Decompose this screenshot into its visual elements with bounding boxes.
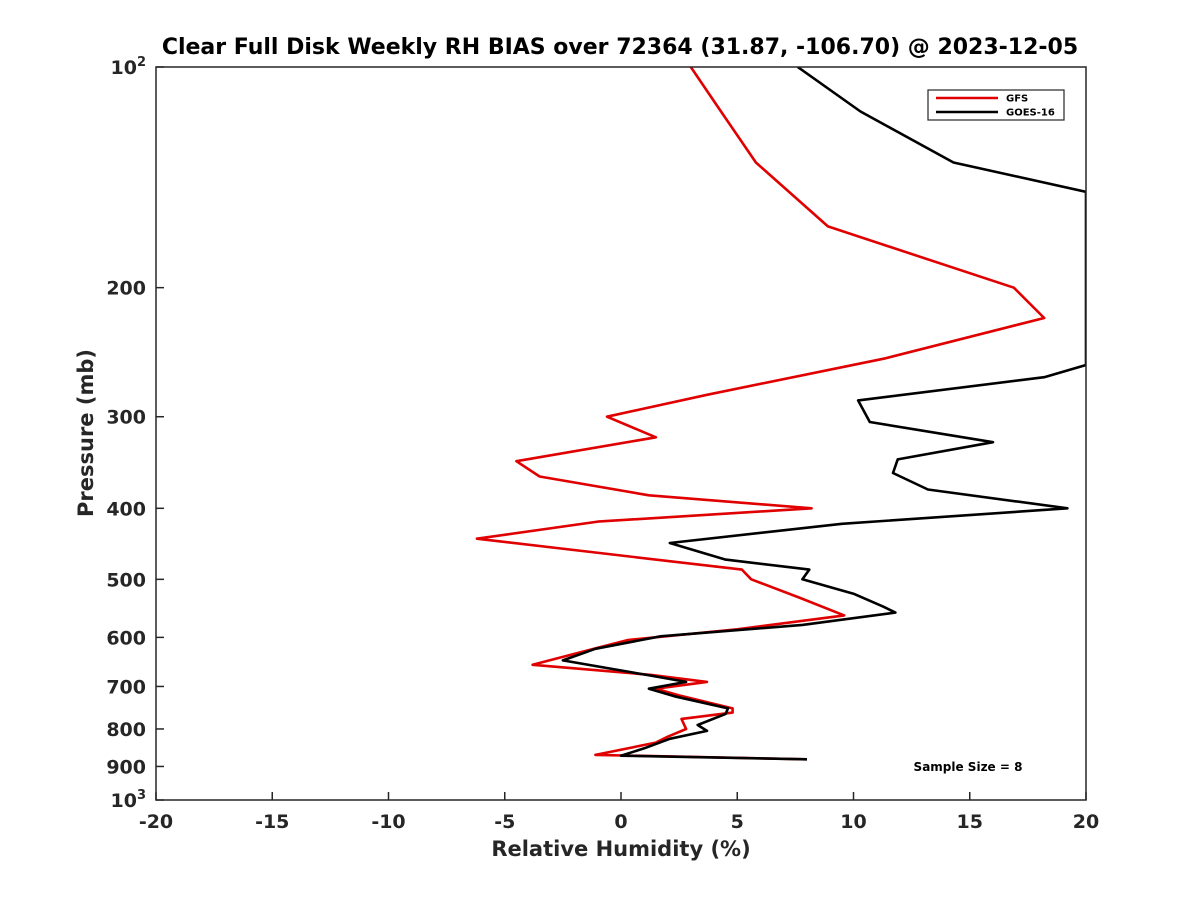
series-layer: [475, 67, 1086, 761]
x-tick-label: -10: [371, 811, 405, 833]
legend: GFS GOES-16: [927, 89, 1065, 121]
x-axis-ticks: -20 -15 -10 -5 0 5 10 15 20: [139, 792, 1099, 833]
y-tick-label: 500: [106, 569, 146, 591]
sample-size-annotation: Sample Size = 8: [914, 760, 1023, 774]
x-tick-label: 20: [1073, 811, 1099, 833]
y-tick-label: 102: [111, 55, 147, 79]
y-tick-label: 900: [106, 756, 146, 778]
series-line-goes16: [561, 67, 1086, 761]
chart-title: Clear Full Disk Weekly RH BIAS over 7236…: [162, 35, 1078, 60]
legend-label-gfs: GFS: [1006, 94, 1028, 105]
x-tick-label: -5: [494, 811, 515, 833]
x-axis-label: Relative Humidity (%): [491, 837, 750, 861]
y-axis-ticks: 102 200 300 400 500 600 700 800 900 103: [106, 55, 164, 812]
y-tick-label: 400: [106, 498, 146, 520]
y-tick-label: 300: [106, 407, 146, 429]
legend-box: [927, 89, 1065, 121]
x-tick-label: -20: [139, 811, 173, 833]
legend-label-goes16: GOES-16: [1006, 108, 1055, 119]
y-tick-label: 800: [106, 719, 146, 741]
y-tick-label: 200: [106, 278, 146, 300]
y-tick-label: 600: [106, 627, 146, 649]
x-tick-label: -15: [255, 811, 289, 833]
x-tick-label: 10: [840, 811, 866, 833]
y-axis-label: Pressure (mb): [74, 349, 98, 517]
y-tick-label: 700: [106, 676, 146, 698]
x-tick-label: 0: [614, 811, 627, 833]
y-tick-label: 103: [111, 788, 147, 812]
x-tick-label: 5: [731, 811, 744, 833]
x-tick-label: 15: [957, 811, 983, 833]
